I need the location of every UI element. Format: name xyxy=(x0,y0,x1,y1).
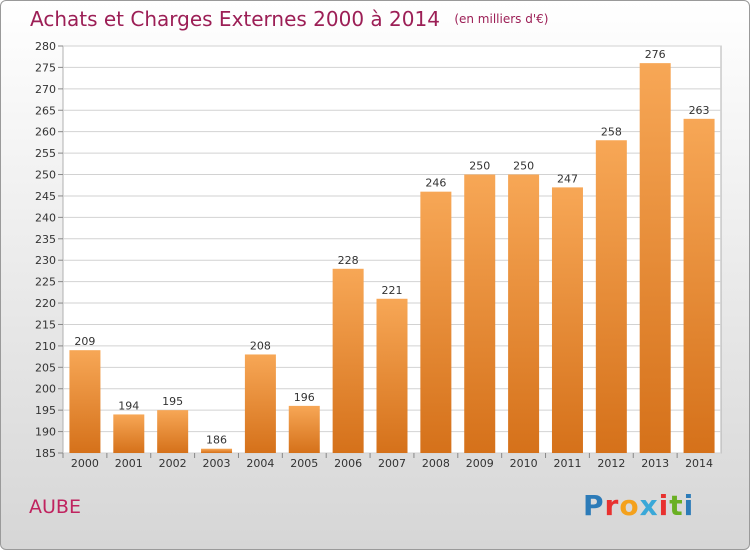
bar-value-label: 250 xyxy=(469,160,490,173)
x-tick-label: 2008 xyxy=(422,457,450,470)
bar xyxy=(244,354,276,453)
y-tick-label: 215 xyxy=(35,318,56,331)
logo-letter: o xyxy=(619,489,640,522)
bar xyxy=(420,191,452,454)
logo-letter: x xyxy=(639,489,659,522)
y-tick-label: 210 xyxy=(35,340,56,353)
y-tick-label: 220 xyxy=(35,297,56,310)
bar xyxy=(464,174,496,454)
bar-value-label: 263 xyxy=(689,104,710,117)
bar-value-label: 195 xyxy=(162,395,183,408)
x-tick-label: 2000 xyxy=(71,457,99,470)
y-tick-label: 265 xyxy=(35,104,56,117)
y-tick-label: 270 xyxy=(35,83,56,96)
x-tick-label: 2009 xyxy=(466,457,494,470)
location-label: AUBE xyxy=(29,496,81,518)
bar-value-label: 208 xyxy=(250,339,271,352)
logo-letter: i xyxy=(658,489,670,522)
logo-letter: i xyxy=(683,489,695,522)
x-tick-label: 2010 xyxy=(510,457,538,470)
proxiti-logo: Proxiti xyxy=(583,489,694,522)
bar-value-label: 221 xyxy=(382,284,403,297)
bar xyxy=(508,174,540,454)
bar-value-label: 228 xyxy=(338,254,359,267)
y-tick-label: 230 xyxy=(35,254,56,267)
y-tick-label: 240 xyxy=(35,211,56,224)
y-tick-label: 260 xyxy=(35,126,56,139)
y-tick-label: 250 xyxy=(35,169,56,182)
bar xyxy=(595,140,627,453)
bar xyxy=(639,63,671,453)
bar xyxy=(157,410,189,453)
x-tick-label: 2005 xyxy=(290,457,318,470)
y-tick-label: 225 xyxy=(35,276,56,289)
bar xyxy=(69,350,101,453)
y-tick-label: 235 xyxy=(35,233,56,246)
chart-subtitle: (en milliers d'€) xyxy=(454,12,549,26)
y-tick-label: 255 xyxy=(35,147,56,160)
x-tick-label: 2012 xyxy=(597,457,625,470)
logo-letter: r xyxy=(604,489,620,522)
y-tick-label: 280 xyxy=(35,40,56,53)
bar xyxy=(201,448,233,453)
chart-title-text: Achats et Charges Externes 2000 à 2014 xyxy=(30,7,440,31)
y-tick-label: 190 xyxy=(35,426,56,439)
x-tick-label: 2007 xyxy=(378,457,406,470)
bar xyxy=(113,414,145,453)
logo-letter: t xyxy=(669,489,684,522)
bar-value-label: 194 xyxy=(118,399,139,412)
y-tick-label: 200 xyxy=(35,383,56,396)
bar xyxy=(551,187,583,453)
bar-value-label: 250 xyxy=(513,160,534,173)
bar-value-label: 196 xyxy=(294,391,315,404)
x-tick-label: 2001 xyxy=(115,457,143,470)
x-tick-label: 2002 xyxy=(159,457,187,470)
bar-value-label: 258 xyxy=(601,125,622,138)
logo-letter: P xyxy=(583,489,605,522)
bar-value-label: 246 xyxy=(425,177,446,190)
bar xyxy=(683,118,715,454)
x-tick-label: 2004 xyxy=(246,457,274,470)
bar-value-label: 247 xyxy=(557,172,578,185)
bar xyxy=(288,405,320,453)
chart-title: Achats et Charges Externes 2000 à 2014 (… xyxy=(30,7,548,31)
x-tick-label: 2013 xyxy=(641,457,669,470)
bar-value-label: 186 xyxy=(206,434,227,447)
x-tick-label: 2014 xyxy=(685,457,713,470)
y-tick-label: 275 xyxy=(35,61,56,74)
bar xyxy=(376,298,408,453)
x-tick-label: 2011 xyxy=(553,457,581,470)
bar-value-label: 276 xyxy=(645,48,666,61)
y-tick-label: 195 xyxy=(35,404,56,417)
y-tick-label: 185 xyxy=(35,447,56,460)
bar-value-label: 209 xyxy=(74,335,95,348)
x-tick-label: 2006 xyxy=(334,457,362,470)
y-tick-label: 245 xyxy=(35,190,56,203)
y-tick-label: 205 xyxy=(35,361,56,374)
x-tick-label: 2003 xyxy=(203,457,231,470)
bar xyxy=(332,268,364,453)
